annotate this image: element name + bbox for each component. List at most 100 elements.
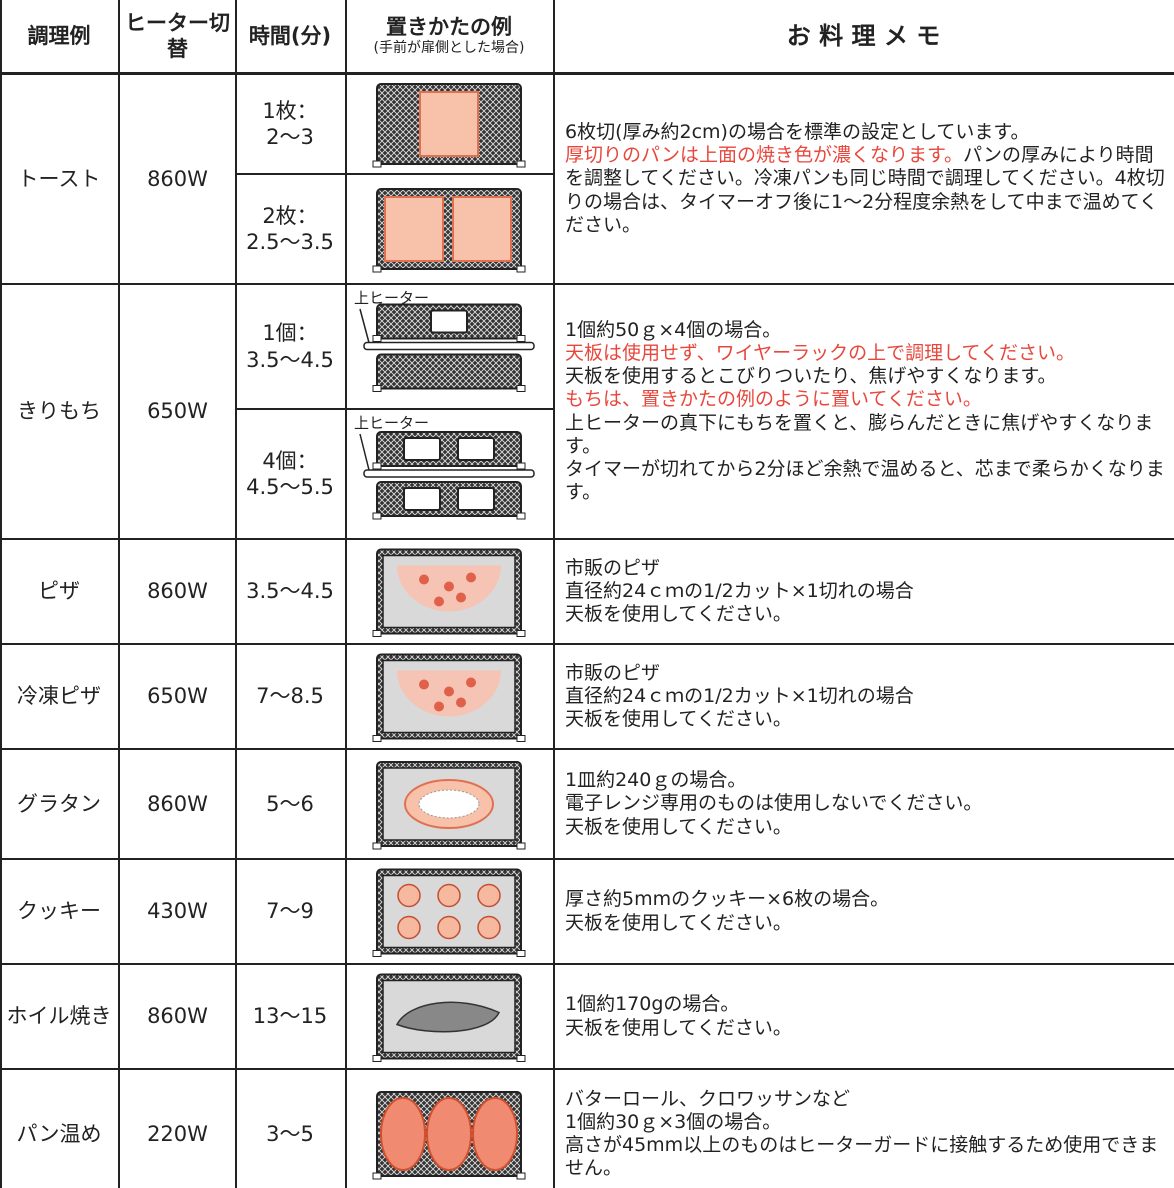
illustration-part	[457, 487, 495, 511]
heater-cell: 860W	[120, 750, 237, 860]
illustration	[372, 653, 526, 742]
memo-text: 天板を使用してください。	[565, 911, 792, 934]
illustration-part	[372, 630, 382, 637]
memo-text: 天板を使用してください。	[565, 815, 792, 838]
memo-paragraph: 市販のピザ	[565, 557, 1166, 580]
illustration-part	[516, 735, 526, 742]
illustration-part	[372, 950, 382, 957]
illustration	[372, 548, 526, 637]
illustration-part	[359, 308, 371, 347]
dish-cell: ホイル焼き	[2, 965, 120, 1070]
memo-paragraph: 電子レンジ専用のものは使用しないでください。	[565, 792, 1166, 815]
illustration-part	[372, 842, 382, 850]
illustration-part	[372, 462, 382, 470]
memo-text: 厚さ約5mmのクッキー×6枚の場合。	[565, 888, 890, 911]
heater-cell: 220W	[120, 1070, 237, 1188]
memo-paragraph: もちは、置きかたの例のように置いてください。	[565, 388, 1166, 411]
illustration-part	[376, 353, 522, 390]
memo-text: 天板を使用してください。	[565, 603, 792, 626]
memo-paragraph: 天板を使用してください。	[565, 816, 1166, 839]
memo-paragraph: バターロール、クロワッサンなど	[565, 1088, 1166, 1111]
memo-paragraph: 上ヒーターの真下にもちを置くと、膨らんだときに焦げやすくなります。	[565, 412, 1166, 458]
memo-paragraph: 6枚切(厚み約2cm)の場合を標準の設定としています。	[565, 121, 1166, 144]
memo-text: 厚切りのパンは上面の焼き色が濃くなります。	[565, 144, 964, 167]
illustration-part	[395, 1001, 500, 1033]
heater-setting: 860W	[147, 1004, 208, 1029]
dish-cell: きりもち	[2, 285, 120, 540]
header-text: 置きかたの例	[386, 15, 512, 40]
illustration-part	[434, 596, 444, 607]
illustration-part	[372, 735, 382, 742]
memo-text: もちは、置きかたの例のように置いてください。	[565, 388, 982, 411]
illustration-part	[359, 433, 371, 475]
memo-paragraph: 1皿約240ｇの場合。	[565, 769, 1166, 792]
time-text: 7～8.5	[256, 684, 324, 709]
illustration-part	[516, 512, 526, 520]
time-cell: 3～5	[235, 1070, 347, 1188]
illustration-cell	[345, 75, 555, 175]
illustration-part	[457, 437, 495, 461]
illustration-part	[516, 462, 526, 470]
memo-cell: 1個約50ｇ×4個の場合。 天板は使用せず、ワイヤーラックの上で調理してください。…	[553, 285, 1174, 540]
time-cell: 3.5～4.5	[235, 540, 347, 645]
illustration-part	[516, 160, 526, 168]
time-cell: 2枚： 2.5～3.5	[235, 175, 347, 285]
time-cell: 1枚： 2～3	[235, 75, 347, 175]
heater-setting: 220W	[147, 1121, 208, 1146]
illustration-cell	[345, 750, 555, 860]
memo-paragraph: 直径約24ｃｍの1/2カット×1切れの場合	[565, 580, 1166, 603]
time-text: 1枚：	[262, 98, 318, 123]
illustration-part	[444, 581, 454, 592]
illustration-part	[380, 1097, 426, 1171]
memo-cell: 1個約170gの場合。 天板を使用してください。	[553, 965, 1174, 1070]
illustration-part	[434, 701, 444, 712]
illustration-part	[444, 686, 454, 697]
dish-name: 冷凍ピザ	[17, 684, 101, 709]
memo-text: 天板を使用してください。	[565, 708, 792, 731]
illustration-part	[516, 630, 526, 637]
illustration-part: 上ヒーター	[354, 289, 429, 307]
time-cell: 7～9	[235, 860, 347, 965]
memo-text: 1個約50ｇ×4個の場合。	[565, 318, 782, 341]
illustration-part	[419, 679, 429, 690]
illustration	[372, 188, 526, 273]
memo-paragraph: 1個約30ｇ×3個の場合。	[565, 1111, 1166, 1134]
memo-text: パンの厚みにより時間を調整してください。冷凍パンも同じ時間で調理してください。4…	[565, 144, 1165, 236]
memo-text: 市販のピザ	[565, 556, 661, 579]
illustration-part	[363, 469, 535, 478]
illustration-part	[403, 437, 441, 461]
time-text: 3～5	[266, 1121, 314, 1146]
memo-cell: バターロール、クロワッサンなど 1個約30ｇ×3個の場合。 高さが45mm以上のもの…	[553, 1070, 1174, 1188]
illustration-part	[363, 341, 535, 351]
memo-cell: 1皿約240ｇの場合。 電子レンジ専用のものは使用しないでください。 天板を使用して…	[553, 750, 1174, 860]
illustration-part	[477, 915, 501, 940]
illustration	[372, 973, 526, 1062]
memo-paragraph: 高さが45mm以上のものはヒーターガードに接触するため使用できません。	[565, 1134, 1166, 1180]
memo-text: 直径約24ｃｍの1/2カット×1切れの場合	[565, 684, 914, 707]
illustration-part	[372, 1055, 382, 1062]
header-cell: 調理例	[2, 0, 120, 75]
illustration-part: 上ヒーター	[354, 414, 429, 432]
heater-setting: 860W	[147, 166, 208, 191]
illustration-part	[419, 574, 429, 585]
illustration-part	[418, 789, 480, 819]
memo-cell: 市販のピザ 直径約24ｃｍの1/2カット×1切れの場合 天板を使用してください。	[553, 540, 1174, 645]
heater-cell: 860W	[120, 965, 237, 1070]
time-text: 2.5～3.5	[246, 230, 334, 254]
heater-cell: 860W	[120, 75, 237, 285]
illustration-cell: 上ヒーター	[345, 285, 555, 410]
memo-text: バターロール、クロワッサンなど	[565, 1087, 851, 1110]
illustration-part	[372, 1172, 382, 1180]
dish-name: パン温め	[16, 1121, 102, 1146]
illustration-cell	[345, 540, 555, 645]
time-text: 2枚：	[262, 203, 318, 228]
illustration-cell: 上ヒーター	[345, 410, 555, 540]
memo-paragraph: タイマーが切れてから2分ほど余熱で温めると、芯まで柔らかくなります。	[565, 458, 1166, 504]
memo-text: 直径約24ｃｍの1/2カット×1切れの場合	[565, 579, 914, 602]
illustration	[372, 83, 526, 168]
memo-paragraph: 直径約24ｃｍの1/2カット×1切れの場合	[565, 685, 1166, 708]
illustration-part	[516, 335, 526, 342]
illustration	[372, 761, 526, 850]
heater-setting: 650W	[147, 684, 208, 709]
dish-name: きりもち	[17, 399, 101, 424]
